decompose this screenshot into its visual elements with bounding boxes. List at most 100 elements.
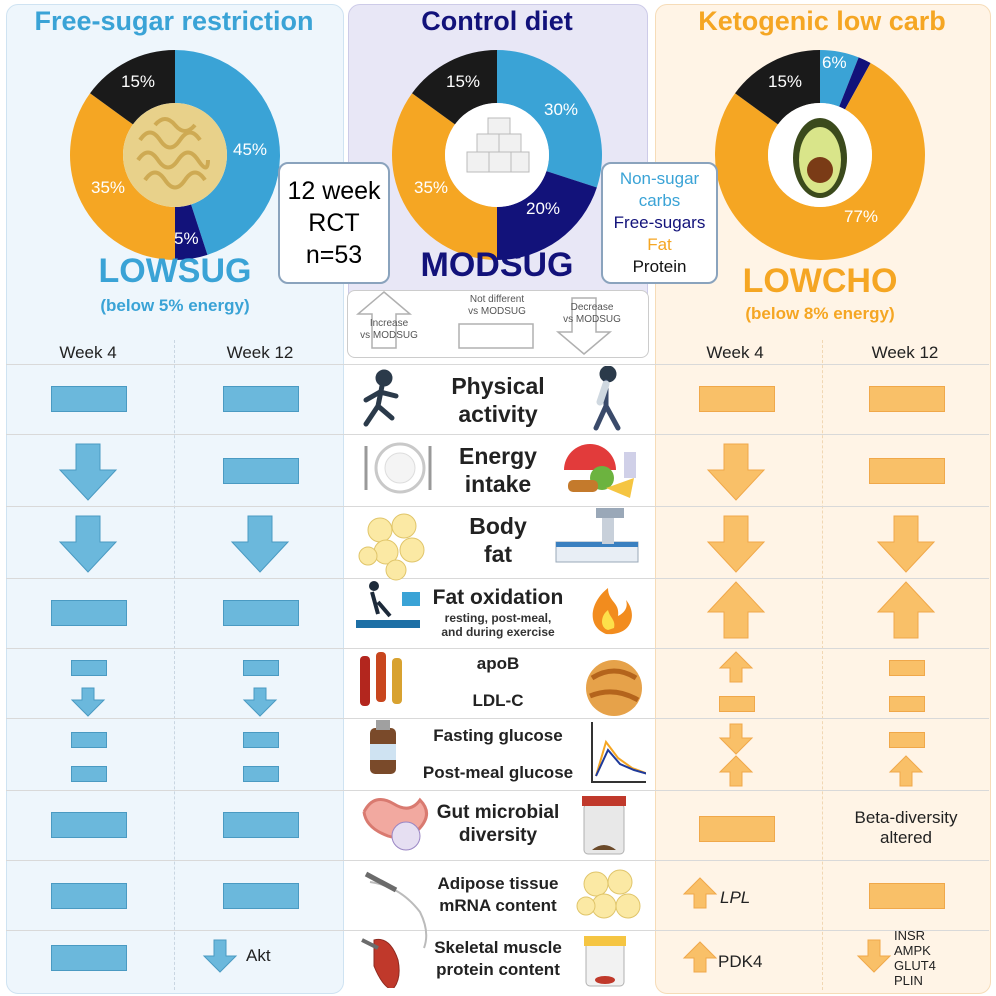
sugar-cubes-icon xyxy=(466,117,530,173)
lowsug-carbs-pct: 45% xyxy=(233,140,268,159)
outcome-apob: apoB xyxy=(476,654,520,673)
lowcho-w4-pmglu-increase xyxy=(718,755,754,787)
donut-slice-non-sugar-carbs xyxy=(175,50,280,255)
lowcho-w12-bodyfat-decrease xyxy=(876,515,936,573)
pasta-icon xyxy=(123,103,227,207)
lowcho-week12-header: Week 12 xyxy=(871,343,939,362)
lowsug-w12-gut-same xyxy=(223,812,299,838)
legend-nonsugar-line1: Non-sugar xyxy=(619,169,700,188)
lowsug-w12-apob-same xyxy=(243,660,279,676)
lowcho-w4-gut-same xyxy=(699,816,775,842)
lowsug-protein-pct: 15% xyxy=(121,72,156,91)
outcome-illustrations xyxy=(356,366,646,988)
donut-slice-fat xyxy=(70,93,175,260)
lowcho-week4-header: Week 4 xyxy=(706,343,764,362)
outcome-fasting-glucose: Fasting glucose xyxy=(433,726,563,745)
lowsug-subtitle: (below 5% energy) xyxy=(100,296,250,315)
lowcho-w12-apob-same xyxy=(889,660,925,676)
lowcho-w4-pdk4-increase xyxy=(682,941,718,973)
donut-slice-free-sugars xyxy=(839,57,871,110)
rct-design: RCT xyxy=(308,209,360,237)
outcome-adipose-mrna: Adipose tissue mRNA content xyxy=(437,874,559,915)
lowsug-column-title: Free-sugar restriction xyxy=(34,6,314,36)
outcome-ldl-c: LDL-C xyxy=(472,691,524,710)
muscle-protein-list: INSR AMPK GLUT4 PLIN xyxy=(894,928,936,988)
lipoprotein-icon xyxy=(586,660,642,716)
outcome-body-fat: Body fat xyxy=(469,513,527,567)
lowsug-w4-muscle-same xyxy=(51,945,127,971)
outcome-energy-intake: Energy intake xyxy=(459,443,537,497)
lowcho-protein-pct: 15% xyxy=(768,72,803,91)
lowsug-w4-adipose-same xyxy=(51,883,127,909)
flame-icon xyxy=(592,588,632,635)
lowcho-w12-fglu-same xyxy=(889,732,925,748)
donut-slice-non-sugar-carbs xyxy=(820,50,859,107)
syringe-hip-icon xyxy=(364,871,428,949)
lowcho-w4-apob-increase xyxy=(718,651,754,683)
dxa-scanner-icon xyxy=(555,508,639,563)
lowcho-w12-muscle-decrease xyxy=(856,939,892,973)
runner-icon xyxy=(363,369,399,427)
treadmill-icon xyxy=(356,581,420,628)
lowsug-w12-pmglu-same xyxy=(243,766,279,782)
lowcho-w12-energy-same xyxy=(869,458,945,484)
key-shapes xyxy=(355,291,613,355)
lowcho-w4-fatox-increase xyxy=(706,581,766,639)
macronutrient-legend: Non-sugar carbs Free-sugars Fat Protein xyxy=(601,162,718,284)
key-same-bar xyxy=(458,323,534,349)
donut-slice-free-sugars xyxy=(497,171,597,260)
donut-slice-fat xyxy=(715,62,925,261)
key-same-label: Not different vs MODSUG xyxy=(468,294,526,317)
donut-slice-free-sugars xyxy=(175,204,208,260)
drink-bottle-icon xyxy=(370,720,396,774)
lowcho-column-title: Ketogenic low carb xyxy=(698,6,946,36)
lowcho-w12-pmglu-increase xyxy=(888,755,924,787)
key-decrease-label: Decrease vs MODSUG xyxy=(563,302,621,325)
lowsug-fat-pct: 35% xyxy=(91,178,126,197)
lowsug-w4-fglu-same xyxy=(71,732,107,748)
modsug-carbs-pct: 30% xyxy=(544,100,579,119)
lowsug-w4-energy-decrease xyxy=(58,443,118,501)
lowsug-name: LOWSUG xyxy=(98,252,252,290)
lowsug-w4-ldl-decrease xyxy=(70,687,106,717)
fat-oxidation-subtitle: resting, post-meal, and during exercise xyxy=(441,611,555,639)
outcome-gut-microbial-diversity: Gut microbial diversity xyxy=(436,802,560,846)
intestine-icon xyxy=(362,797,428,851)
lowcho-w4-lpl-increase xyxy=(682,877,718,909)
lowsug-w12-ldl-decrease xyxy=(242,687,278,717)
rct-sample-size: n=53 xyxy=(305,241,363,269)
outcome-physical-activity: Physical activity xyxy=(451,373,545,427)
donut-slice-protein xyxy=(412,50,497,125)
lowcho-w4-bodyfat-decrease xyxy=(706,515,766,573)
lowsug-w4-physical-same xyxy=(51,386,127,412)
adipocytes-icon xyxy=(576,869,641,919)
key-decrease-arrow xyxy=(555,297,613,355)
outcome-muscle-protein: Skeletal muscle protein content xyxy=(434,938,562,979)
lowcho-carbs-pct: 6% xyxy=(822,53,847,72)
lowcho-donut xyxy=(715,50,925,261)
modsug-sugar-pct: 20% xyxy=(526,199,561,218)
glucose-curve-icon xyxy=(591,722,646,783)
stool-sample-icon xyxy=(582,796,626,855)
legend-nonsugar-line2: carbs xyxy=(638,191,681,210)
fat-cells-icon xyxy=(358,513,425,581)
lowcho-subtitle: (below 8% energy) xyxy=(745,304,895,323)
lowsug-w4-pmglu-same xyxy=(71,766,107,782)
lowsug-w12-adipose-same xyxy=(223,883,299,909)
walker-icon xyxy=(593,366,621,431)
key-increase-arrow xyxy=(355,291,413,349)
plate-icon xyxy=(364,442,432,494)
lowsug-week4-header: Week 4 xyxy=(59,343,117,362)
lpl-label: LPL xyxy=(720,888,751,907)
lowsug-w4-apob-same xyxy=(71,660,107,676)
legend-protein: Protein xyxy=(632,257,687,276)
avocado-icon xyxy=(793,118,847,198)
lowsug-w4-bodyfat-decrease xyxy=(58,515,118,573)
lowcho-w4-energy-decrease xyxy=(706,443,766,501)
donut-slice-non-sugar-carbs xyxy=(497,50,602,188)
lowsug-w12-bodyfat-decrease xyxy=(230,515,290,573)
lowsug-w12-fglu-same xyxy=(243,732,279,748)
outcome-postmeal-glucose: Post-meal glucose xyxy=(422,763,574,782)
lowcho-w4-fglu-decrease xyxy=(718,723,754,755)
